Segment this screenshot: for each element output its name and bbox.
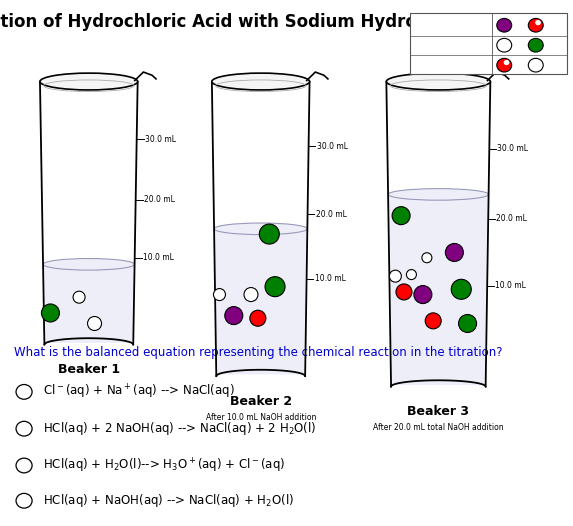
Ellipse shape [390, 270, 401, 282]
Circle shape [497, 38, 512, 52]
Ellipse shape [212, 73, 309, 90]
Ellipse shape [452, 279, 471, 299]
Text: HCl(aq) + NaOH(aq) --> NaCl(aq) + H$_2$O(l): HCl(aq) + NaOH(aq) --> NaCl(aq) + H$_2$O… [43, 492, 294, 509]
Circle shape [16, 458, 32, 473]
Ellipse shape [406, 269, 417, 280]
Text: 20.0 mL: 20.0 mL [496, 214, 527, 224]
Polygon shape [389, 195, 488, 385]
Text: Beaker 2: Beaker 2 [230, 395, 292, 408]
Ellipse shape [414, 286, 432, 304]
Circle shape [497, 58, 512, 72]
Ellipse shape [388, 189, 489, 200]
Circle shape [16, 421, 32, 436]
FancyBboxPatch shape [410, 13, 567, 74]
Text: NaOH: NaOH [418, 20, 449, 31]
Text: Titration of Hydrochloric Acid with Sodium Hydroxide: Titration of Hydrochloric Acid with Sodi… [0, 13, 457, 31]
Text: After 10.0 mL NaOH addition: After 10.0 mL NaOH addition [206, 412, 316, 422]
Circle shape [16, 385, 32, 399]
Ellipse shape [445, 244, 464, 261]
Ellipse shape [265, 277, 285, 297]
Text: HCl: HCl [418, 40, 437, 50]
Ellipse shape [225, 307, 243, 325]
Text: 10.0 mL: 10.0 mL [143, 253, 174, 262]
Text: Beaker 1: Beaker 1 [58, 363, 120, 376]
Circle shape [504, 60, 509, 65]
Text: 20.0 mL: 20.0 mL [316, 209, 347, 219]
Circle shape [528, 58, 543, 72]
Ellipse shape [43, 259, 135, 270]
Text: H₂O: H₂O [418, 60, 438, 70]
Text: 30.0 mL: 30.0 mL [145, 135, 176, 144]
Ellipse shape [425, 313, 441, 329]
Circle shape [528, 38, 543, 52]
Text: Beaker 3: Beaker 3 [407, 406, 469, 418]
Ellipse shape [244, 288, 258, 301]
Ellipse shape [458, 315, 477, 332]
Circle shape [528, 18, 543, 32]
Ellipse shape [422, 252, 432, 263]
Text: What is the balanced equation representing the chemical reaction in the titratio: What is the balanced equation representi… [14, 346, 503, 359]
Ellipse shape [396, 284, 412, 300]
Text: 10.0 mL: 10.0 mL [495, 281, 526, 290]
Ellipse shape [41, 304, 60, 322]
Text: HCl(aq) + 2 NaOH(aq) --> NaCl(aq) + 2 H$_2$O(l): HCl(aq) + 2 NaOH(aq) --> NaCl(aq) + 2 H$… [43, 420, 316, 437]
Ellipse shape [214, 223, 307, 235]
Ellipse shape [73, 291, 85, 303]
Ellipse shape [260, 224, 279, 244]
Ellipse shape [40, 73, 138, 90]
Text: After 20.0 mL total NaOH addition: After 20.0 mL total NaOH addition [373, 423, 504, 432]
Ellipse shape [250, 310, 266, 326]
Polygon shape [215, 229, 306, 375]
Text: Cl$^-$(aq) + Na$^+$(aq) --> NaCl(aq): Cl$^-$(aq) + Na$^+$(aq) --> NaCl(aq) [43, 383, 235, 401]
Circle shape [497, 18, 512, 32]
Ellipse shape [386, 73, 490, 90]
Ellipse shape [88, 317, 101, 330]
Text: 30.0 mL: 30.0 mL [497, 144, 528, 153]
Text: HCl(aq) + H$_2$O(l)--> H$_3$O$^+$(aq) + Cl$^-$(aq): HCl(aq) + H$_2$O(l)--> H$_3$O$^+$(aq) + … [43, 457, 285, 474]
Text: 30.0 mL: 30.0 mL [317, 142, 348, 151]
Text: 20.0 mL: 20.0 mL [144, 195, 175, 205]
Ellipse shape [214, 289, 225, 300]
Ellipse shape [392, 207, 410, 225]
Circle shape [535, 20, 541, 25]
Text: 10.0 mL: 10.0 mL [315, 275, 346, 284]
Polygon shape [44, 265, 134, 343]
Circle shape [16, 493, 32, 508]
